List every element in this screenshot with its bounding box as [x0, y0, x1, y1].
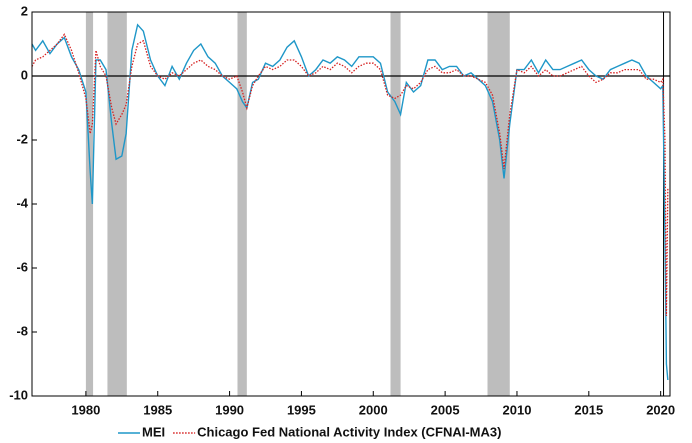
x-tick-label: 2010: [503, 402, 532, 417]
y-tick-label: -4: [16, 195, 28, 210]
x-tick-label: 2005: [431, 402, 460, 417]
recession-shade: [237, 12, 247, 396]
y-tick-label: -6: [16, 259, 28, 274]
x-tick-label: 2015: [574, 402, 603, 417]
legend-label: MEI: [142, 424, 165, 439]
x-tick-label: 2000: [359, 402, 388, 417]
recession-shade: [85, 12, 94, 396]
recession-shade: [390, 12, 401, 396]
recession-shade: [107, 12, 127, 396]
y-tick-label: -2: [16, 131, 28, 146]
y-tick-label: 0: [21, 67, 28, 82]
plot-frame: [31, 11, 671, 397]
y-tick-label: -10: [9, 387, 28, 402]
recession-shade: [487, 12, 510, 396]
legend-label: Chicago Fed National Activity Index (CFN…: [197, 424, 501, 439]
x-tick-label: 1980: [71, 402, 100, 417]
x-tick-label: 1985: [143, 402, 172, 417]
y-tick-label: 2: [21, 3, 28, 18]
series-line: [31, 23, 669, 381]
x-tick-label: 2020: [646, 402, 675, 417]
y-tick-label: -8: [16, 323, 28, 338]
x-tick-label: 1990: [215, 402, 244, 417]
series-line: [31, 33, 669, 317]
x-tick-label: 1995: [287, 402, 316, 417]
